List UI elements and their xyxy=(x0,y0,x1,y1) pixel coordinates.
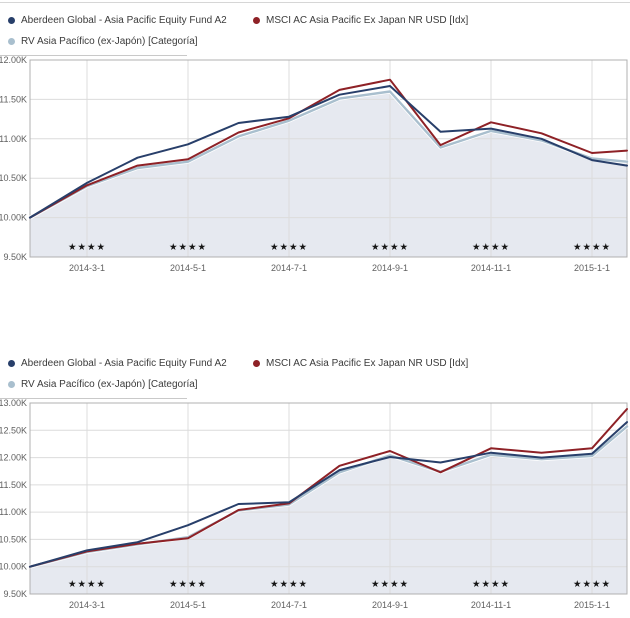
legend-underline xyxy=(0,55,187,56)
legend-series-label: Aberdeen Global - Asia Pacific Equity Fu… xyxy=(21,15,227,26)
star-rating: ★★★★ xyxy=(573,579,611,590)
legend-series-dot-icon xyxy=(8,17,15,24)
star-rating: ★★★★ xyxy=(270,579,308,590)
fund-series-line xyxy=(29,421,628,568)
x-axis-label: 2014-9-1 xyxy=(372,600,408,610)
plot-border xyxy=(29,402,628,595)
growth-chart-section-2: Aberdeen Global - Asia Pacific Equity Fu… xyxy=(0,346,630,618)
legend-series-label: Aberdeen Global - Asia Pacific Equity Fu… xyxy=(21,358,227,369)
area-fill xyxy=(30,426,627,594)
y-axis-label: 11.00K xyxy=(0,507,27,517)
legend-series-label: RV Asia Pacífico (ex-Japón) [Categoría] xyxy=(21,36,198,47)
y-axis-label: 12.00K xyxy=(0,56,27,65)
legend-item: RV Asia Pacífico (ex-Japón) [Categoría] xyxy=(8,379,253,390)
y-axis-label: 10.50K xyxy=(0,534,27,544)
index-series-line xyxy=(29,78,628,219)
legend-item: RV Asia Pacífico (ex-Japón) [Categoría] xyxy=(8,36,253,47)
star-rating: ★★★★ xyxy=(371,579,409,590)
legend-series-label: MSCI AC Asia Pacific Ex Japan NR USD [Id… xyxy=(266,358,469,369)
y-axis-label: 12.50K xyxy=(0,425,27,435)
x-axis-label: 2014-9-1 xyxy=(372,263,408,272)
legend-series-label: RV Asia Pacífico (ex-Japón) [Categoría] xyxy=(21,379,198,390)
star-rating: ★★★★ xyxy=(472,579,510,590)
legend-row: Aberdeen Global - Asia Pacific Equity Fu… xyxy=(8,10,630,31)
star-rating: ★★★★ xyxy=(169,242,207,253)
legend-series-label: MSCI AC Asia Pacific Ex Japan NR USD [Id… xyxy=(266,15,469,26)
legend-item: MSCI AC Asia Pacific Ex Japan NR USD [Id… xyxy=(253,358,468,369)
y-axis-label: 13.00K xyxy=(0,399,27,408)
star-rating: ★★★★ xyxy=(472,242,510,253)
legend-item: MSCI AC Asia Pacific Ex Japan NR USD [Id… xyxy=(253,15,468,26)
y-axis-label: 9.50K xyxy=(3,252,27,262)
area-fill xyxy=(30,91,627,257)
y-axis-label: 10.50K xyxy=(0,173,27,183)
y-axis-label: 11.50K xyxy=(0,94,27,104)
y-axis-label: 9.50K xyxy=(3,589,27,599)
x-axis-label: 2014-5-1 xyxy=(170,600,206,610)
star-rating: ★★★★ xyxy=(371,242,409,253)
legend-series-dot-icon xyxy=(8,360,15,367)
category-series-line xyxy=(28,90,629,219)
y-axis-label: 12.00K xyxy=(0,453,27,463)
y-axis-label: 10.00K xyxy=(0,213,27,223)
legend-row: RV Asia Pacífico (ex-Japón) [Categoría] xyxy=(8,374,630,395)
x-axis-label: 2015-1-1 xyxy=(574,600,610,610)
growth-line-chart-1: ★★★★ 2014-3-1 ★★★★ 2014-5-1 ★★★★ 2014-7-1 ★★★★… xyxy=(0,56,629,272)
y-axis-label: 10.00K xyxy=(0,562,27,572)
plot-border xyxy=(29,59,628,258)
x-axis-label: 2014-11-1 xyxy=(471,263,511,272)
star-rating: ★★★★ xyxy=(68,242,106,253)
legend-series-dot-icon xyxy=(8,381,15,388)
growth-line-chart-2: ★★★★ 2014-3-1 ★★★★ 2014-5-1 ★★★★ 2014-7-1 ★★★★… xyxy=(0,399,629,610)
x-axis-label: 2014-3-1 xyxy=(69,600,105,610)
legend-item: Aberdeen Global - Asia Pacific Equity Fu… xyxy=(8,15,253,26)
x-axis-label: 2014-7-1 xyxy=(271,600,307,610)
x-axis-label: 2015-1-1 xyxy=(574,263,610,272)
legend-item: Aberdeen Global - Asia Pacific Equity Fu… xyxy=(8,358,253,369)
legend-row: RV Asia Pacífico (ex-Japón) [Categoría] xyxy=(8,31,630,52)
x-axis-label: 2014-7-1 xyxy=(271,263,307,272)
star-rating: ★★★★ xyxy=(270,242,308,253)
growth-chart-section-1: Aberdeen Global - Asia Pacific Equity Fu… xyxy=(0,2,630,272)
legend-row: Aberdeen Global - Asia Pacific Equity Fu… xyxy=(8,353,630,374)
x-axis-label: 2014-5-1 xyxy=(170,263,206,272)
y-axis-label: 11.00K xyxy=(0,134,27,144)
x-axis-label: 2014-11-1 xyxy=(471,600,511,610)
legend-underline xyxy=(0,398,187,399)
fund-series-line xyxy=(29,85,628,219)
index-series-line xyxy=(29,408,628,568)
chart-2-legend: Aberdeen Global - Asia Pacific Equity Fu… xyxy=(0,346,630,395)
legend-series-dot-icon xyxy=(253,17,260,24)
star-rating: ★★★★ xyxy=(573,242,611,253)
legend-series-dot-icon xyxy=(8,38,15,45)
star-rating: ★★★★ xyxy=(68,579,106,590)
legend-series-dot-icon xyxy=(253,360,260,367)
chart-1-legend: Aberdeen Global - Asia Pacific Equity Fu… xyxy=(0,3,630,52)
star-rating: ★★★★ xyxy=(169,579,207,590)
x-axis-label: 2014-3-1 xyxy=(69,263,105,272)
y-axis-label: 11.50K xyxy=(0,480,27,490)
